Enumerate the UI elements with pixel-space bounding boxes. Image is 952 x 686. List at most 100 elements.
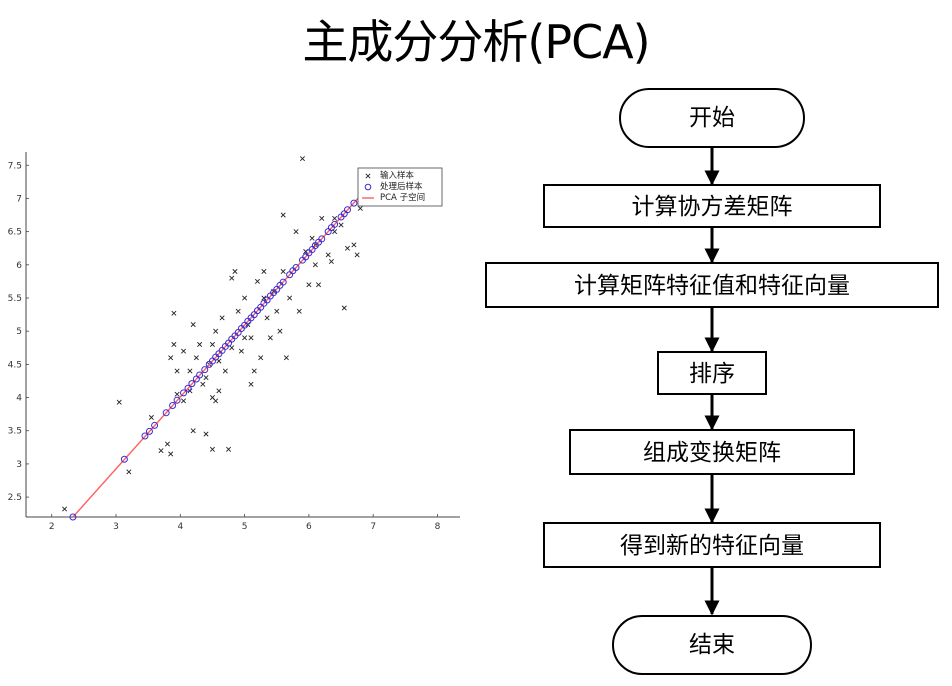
- input-sample-point: [319, 215, 325, 221]
- flow-node-step5: 得到新的特征向量: [543, 522, 881, 568]
- y-tick-label: 7.5: [8, 161, 22, 171]
- input-sample-point: [168, 451, 174, 457]
- input-sample-point: [209, 341, 215, 347]
- input-sample-point: [357, 205, 363, 211]
- input-sample-point: [351, 242, 357, 248]
- process-box: [485, 262, 939, 308]
- x-tick-label: 6: [306, 522, 312, 530]
- y-tick-label: 7: [16, 194, 22, 204]
- processed-sample-point: [350, 199, 358, 207]
- input-sample-point: [325, 252, 331, 258]
- flow-node-label: 计算协方差矩阵: [632, 194, 793, 220]
- flow-node-label: 结束: [689, 632, 735, 658]
- x-tick-label: 5: [242, 522, 248, 530]
- processed-sample-point: [151, 421, 159, 429]
- input-sample-point: [181, 348, 187, 354]
- legend-label: 处理后样本: [380, 181, 423, 192]
- y-tick-label: 2.5: [8, 493, 22, 503]
- input-sample-point: [287, 295, 293, 301]
- processed-sample-point: [69, 513, 77, 521]
- input-sample-point: [181, 398, 187, 404]
- pca-scatter-plot: 2 3 4 5 6 7 8 2.5 3 3.5 4 4.5 5 5.5 6 6.5 7 7.5 输入样本处理后样本P…: [8, 152, 460, 530]
- input-sample-point: [213, 328, 219, 334]
- processed-sample-point: [180, 389, 188, 397]
- process-box: [543, 522, 881, 568]
- processed-sample-point: [343, 206, 351, 214]
- flow-node-label: 组成变换矩阵: [643, 440, 781, 466]
- processed-sample-point: [145, 427, 153, 435]
- processed-sample-point: [331, 220, 339, 228]
- input-sample-point: [306, 282, 312, 288]
- input-sample-point: [261, 268, 267, 274]
- input-sample-point: [299, 156, 305, 162]
- flow-node-label: 排序: [689, 361, 735, 387]
- processed-sample-point: [279, 278, 287, 286]
- input-sample-point: [261, 295, 267, 301]
- x-tick-label: 2: [49, 522, 55, 530]
- input-sample-point: [293, 229, 299, 235]
- input-sample-point: [203, 375, 209, 381]
- input-sample-point: [62, 506, 68, 512]
- legend-box: [357, 167, 443, 207]
- y-tick-label: 3.5: [8, 427, 22, 437]
- input-sample-point: [216, 388, 222, 394]
- input-sample-point: [254, 278, 260, 284]
- input-sample-point: [222, 368, 228, 374]
- input-sample-point: [171, 341, 177, 347]
- process-box: [657, 351, 767, 395]
- flow-node-label: 得到新的特征向量: [620, 533, 804, 559]
- process-box: [569, 429, 855, 475]
- input-sample-point: [280, 268, 286, 274]
- input-sample-point: [354, 252, 360, 258]
- flow-node-step1: 计算协方差矩阵: [543, 184, 881, 228]
- legend-marker-processed: [364, 183, 372, 191]
- input-sample-point: [148, 414, 154, 420]
- input-sample-point: [248, 381, 254, 387]
- input-sample-point: [174, 368, 180, 374]
- input-sample-point: [332, 215, 338, 221]
- input-sample-point: [168, 355, 174, 361]
- input-sample-point: [248, 335, 254, 341]
- legend-label: 输入样本: [380, 170, 415, 181]
- input-sample-point: [219, 315, 225, 321]
- flow-node-step4: 组成变换矩阵: [569, 429, 855, 475]
- flow-node-step3: 排序: [657, 351, 767, 395]
- input-sample-point: [242, 335, 248, 341]
- process-box: [543, 184, 881, 228]
- y-tick-label: 6: [16, 261, 22, 271]
- input-sample-point: [203, 431, 209, 437]
- input-sample-point: [235, 308, 241, 314]
- processed-sample-point: [141, 432, 149, 440]
- x-tick-label: 7: [370, 522, 376, 530]
- terminal-shape: [612, 615, 812, 675]
- input-sample-point: [190, 428, 196, 434]
- input-sample-point: [229, 275, 235, 281]
- flow-node-end: 结束: [612, 615, 812, 675]
- input-sample-point: [338, 222, 344, 228]
- input-sample-point: [312, 262, 318, 268]
- y-tick-label: 4: [16, 394, 22, 404]
- processed-sample-point: [188, 380, 196, 388]
- processed-sample-point: [292, 263, 300, 271]
- input-sample-point: [226, 446, 232, 452]
- y-tick-label: 4.5: [8, 360, 22, 370]
- flow-node-step2: 计算矩阵特征值和特征向量: [485, 262, 939, 308]
- input-sample-point: [200, 381, 206, 387]
- input-sample-point: [277, 328, 283, 334]
- x-tick-label: 3: [113, 522, 119, 530]
- terminal-shape: [619, 88, 805, 148]
- input-sample-point: [197, 341, 203, 347]
- processed-sample-point: [196, 371, 204, 379]
- processed-sample-point: [318, 235, 326, 243]
- processed-sample-point: [162, 409, 170, 417]
- input-sample-point: [283, 355, 289, 361]
- input-sample-point: [190, 322, 196, 328]
- input-sample-point: [264, 315, 270, 321]
- input-sample-point: [116, 399, 122, 405]
- processed-sample-point: [201, 366, 209, 374]
- y-tick-label: 5: [16, 327, 22, 337]
- x-tick-label: 8: [435, 522, 441, 530]
- input-sample-point: [274, 308, 280, 314]
- processed-sample-point: [184, 384, 192, 392]
